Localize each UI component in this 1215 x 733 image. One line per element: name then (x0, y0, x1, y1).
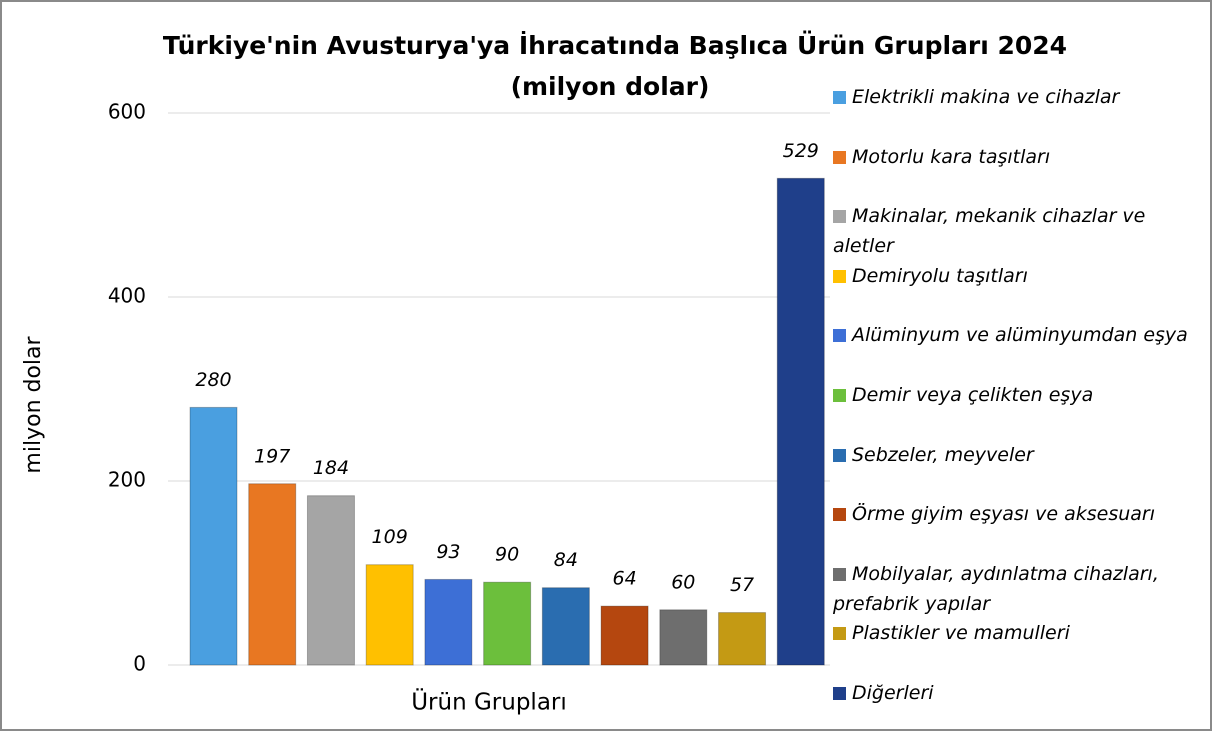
legend-label: Motorlu kara taşıtları (852, 145, 1051, 168)
legend-label: Makinalar, mekanik cihazlar ve aletler (833, 205, 1146, 258)
bar (718, 612, 767, 666)
bar (189, 406, 238, 666)
value-label: 109 (372, 526, 408, 548)
y-axis-label: milyon dolar (21, 335, 46, 473)
value-label: 197 (254, 445, 290, 467)
y-tick-label: 400 (108, 284, 146, 308)
legend-swatch (833, 91, 846, 104)
value-label: 529 (783, 140, 819, 162)
legend-item: Diğerleri (833, 678, 1205, 733)
bar (248, 483, 297, 666)
legend-swatch (833, 567, 846, 581)
legend-item: Demir veya çelikten eşya (833, 380, 1205, 440)
bar (776, 177, 825, 666)
x-tick-label: Ürün Grupları (411, 688, 567, 716)
legend-label: Plastikler ve mamulleri (852, 622, 1070, 645)
bar (541, 587, 590, 666)
legend-swatch (833, 210, 846, 224)
legend-item: Demiryolu taşıtları (833, 261, 1205, 321)
legend-label: Mobilyalar, aydınlatma cihazları, prefab… (833, 562, 1159, 615)
legend-label: Demiryolu taşıtları (852, 264, 1028, 287)
bar (483, 581, 532, 666)
legend-swatch (833, 448, 846, 462)
value-label: 60 (671, 571, 695, 593)
value-label: 184 (313, 457, 349, 479)
value-label: 90 (495, 544, 519, 566)
legend-label: Elektrikli makina ve cihazlar (852, 86, 1120, 108)
legend-item: Motorlu kara taşıtları (833, 142, 1205, 202)
legend-swatch (833, 686, 846, 700)
y-tick-label: 600 (108, 100, 146, 124)
legend-item: Elektrikli makina ve cihazlar (833, 82, 1205, 142)
legend-item: Örme giyim eşyası ve aksesuarı (833, 499, 1205, 559)
legend-label: Diğerleri (852, 681, 934, 704)
bar (424, 578, 473, 666)
bar (659, 609, 708, 666)
legend-swatch (833, 388, 846, 402)
legend-label: Alüminyum ve alüminyumdan eşya (852, 324, 1188, 347)
legend-label: Örme giyim eşyası ve aksesuarı (852, 503, 1155, 526)
bar (600, 605, 649, 666)
value-label: 57 (730, 574, 754, 596)
legend-item: Makinalar, mekanik cihazlar ve aletler (833, 201, 1205, 261)
value-label: 280 (195, 369, 231, 391)
legend-swatch (833, 508, 846, 522)
bar (365, 564, 414, 666)
legend-label: Demir veya çelikten eşya (852, 383, 1094, 406)
legend-item: Sebzeler, meyveler (833, 440, 1205, 500)
value-label: 93 (436, 541, 460, 563)
chart-title: Türkiye'nin Avusturya'ya İhracatında Baş… (163, 30, 1067, 60)
legend: Elektrikli makina ve cihazlar Motorlu kar… (833, 82, 1205, 733)
legend-swatch (833, 150, 846, 164)
bar (306, 495, 355, 666)
y-tick-label: 0 (133, 652, 146, 676)
legend-swatch (833, 627, 846, 641)
legend-item: Plastikler ve mamulleri (833, 618, 1205, 678)
chart-title: (milyon dolar) (511, 72, 710, 101)
y-tick-label: 200 (108, 468, 146, 492)
value-label: 84 (554, 549, 578, 571)
legend-item: Alüminyum ve alüminyumdan eşya (833, 320, 1205, 380)
value-label: 64 (612, 568, 636, 590)
legend-label: Sebzeler, meyveler (852, 443, 1034, 466)
legend-swatch (833, 269, 846, 283)
legend-swatch (833, 329, 846, 343)
legend-item: Mobilyalar, aydınlatma cihazları, prefab… (833, 559, 1205, 619)
